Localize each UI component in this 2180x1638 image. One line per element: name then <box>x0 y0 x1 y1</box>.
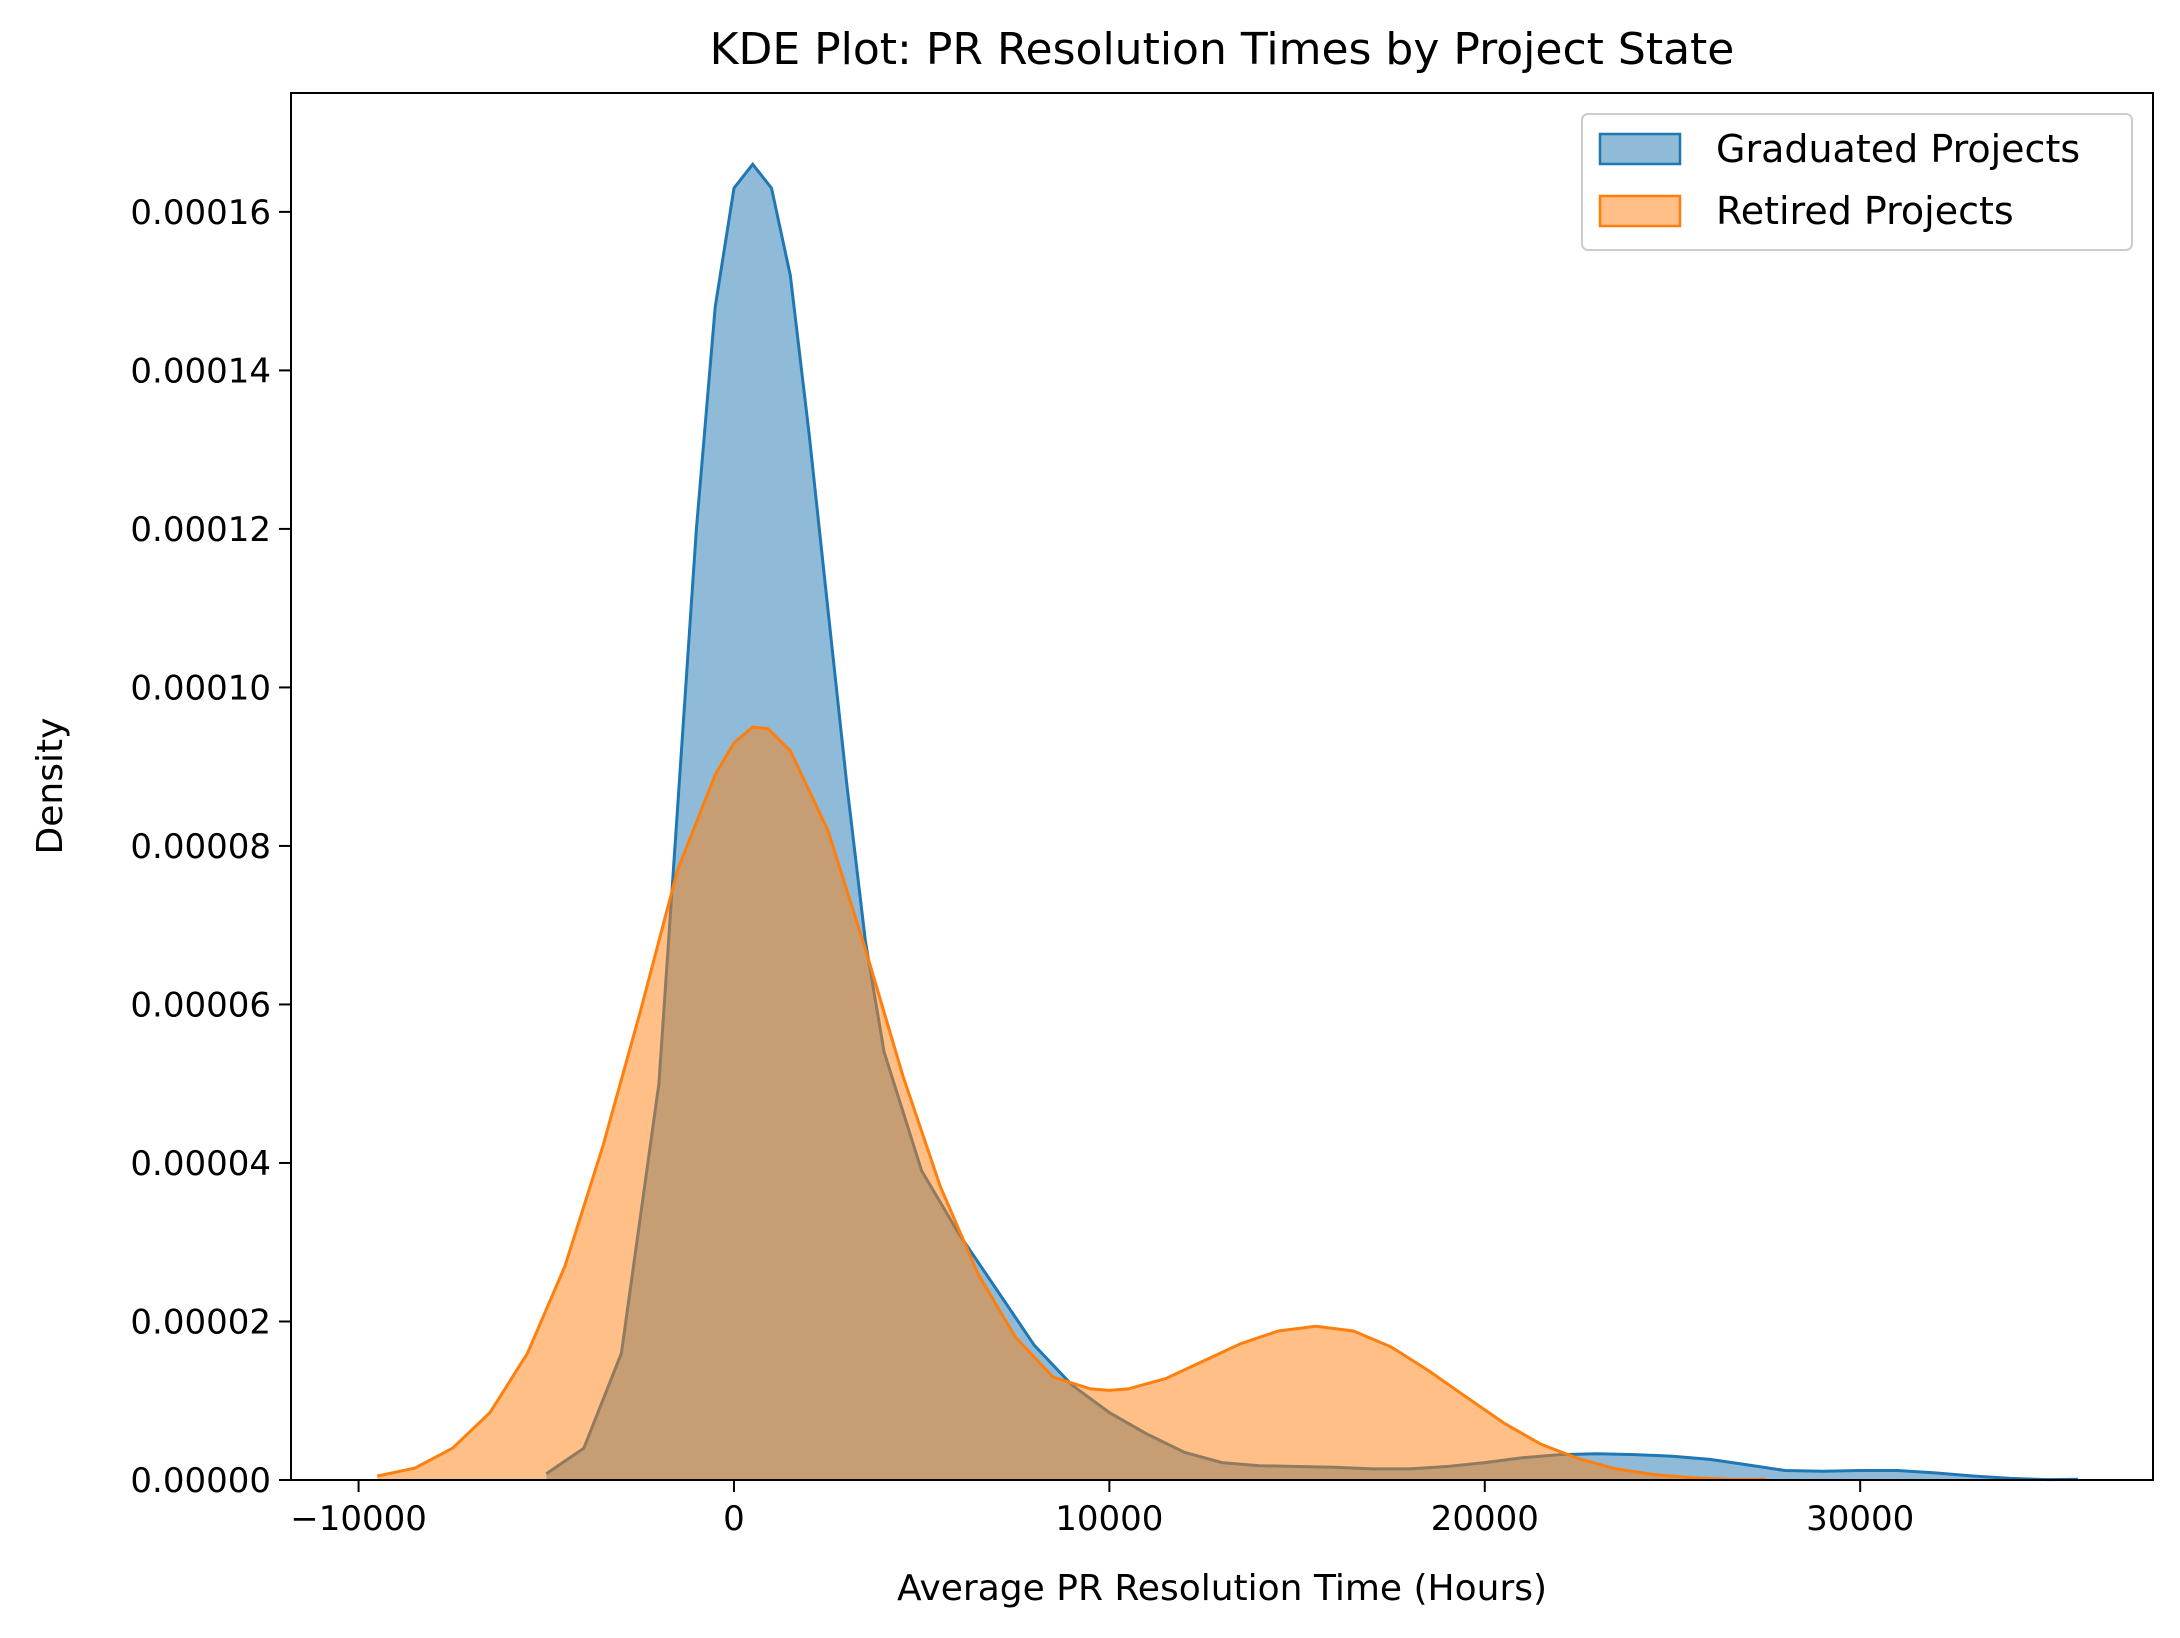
legend-swatch-graduated <box>1598 132 1682 166</box>
legend: Graduated Projects Retired Projects <box>1581 113 2133 251</box>
y-tick-label: 0.00008 <box>130 827 271 867</box>
legend-label-retired: Retired Projects <box>1716 189 2014 233</box>
x-tick-label: 10000 <box>1055 1499 1163 1539</box>
y-tick-label: 0.00006 <box>130 985 271 1025</box>
chart-title: KDE Plot: PR Resolution Times by Project… <box>710 24 1735 75</box>
legend-box <box>1581 113 2133 251</box>
x-tick-label: −10000 <box>290 1499 427 1539</box>
line-retired-projects <box>376 725 1767 1481</box>
y-tick-label: 0.00002 <box>130 1302 271 1342</box>
x-axis-ticks: −10000 0 10000 20000 30000 <box>290 1480 1914 1539</box>
x-tick-label: 0 <box>723 1499 745 1539</box>
series-layer <box>376 161 2078 1482</box>
x-tick-label: 20000 <box>1431 1499 1539 1539</box>
plot-frame <box>290 92 2154 1481</box>
legend-swatch-retired <box>1598 194 1682 228</box>
x-axis-label: Average PR Resolution Time (Hours) <box>897 1568 1547 1609</box>
legend-label-graduated: Graduated Projects <box>1716 127 2080 171</box>
y-tick-label: 0.00014 <box>130 351 271 391</box>
y-tick-label: 0.00012 <box>130 510 271 550</box>
area-retired-projects <box>377 727 1767 1480</box>
y-tick-label: 0.00010 <box>130 668 271 708</box>
x-tick-label: 30000 <box>1806 1499 1914 1539</box>
y-tick-label: 0.00000 <box>130 1461 271 1501</box>
y-tick-label: 0.00004 <box>130 1144 271 1184</box>
y-axis-ticks: 0.00000 0.00002 0.00004 0.00006 0.00008 0.000… <box>130 193 291 1501</box>
y-tick-label: 0.00016 <box>130 193 271 233</box>
y-axis-label: Density <box>30 718 71 855</box>
